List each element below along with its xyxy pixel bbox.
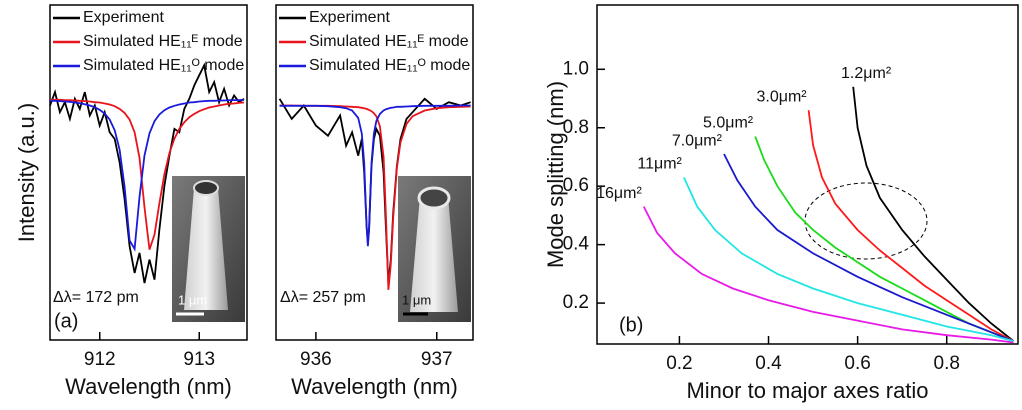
legend-label: Experiment — [309, 9, 390, 26]
annotation: Δλ= 172 pm — [53, 289, 139, 306]
x-tick-label: 937 — [421, 349, 453, 370]
annotation: 1 μm — [178, 292, 207, 307]
data-line — [723, 153, 1014, 342]
x-tick-label: 0.6 — [844, 353, 870, 374]
series-label: 7.0μm² — [672, 132, 723, 149]
legend-label: Simulated HE₁₁ᴼ mode — [309, 57, 470, 74]
inset-a — [172, 176, 245, 322]
legend-label: Experiment — [83, 9, 164, 26]
data-line — [852, 86, 1015, 342]
plot-frame — [275, 4, 474, 341]
y-axis-title: Intensity (a.u.) — [14, 103, 39, 242]
annotation: 1 μm — [402, 292, 431, 307]
legend-label: Simulated HE₁₁ᴱ mode — [309, 33, 469, 50]
plot-frame — [49, 4, 248, 341]
series-label: 1.2μm² — [841, 65, 892, 82]
data-line — [50, 98, 245, 252]
plot-frame — [596, 4, 1019, 345]
x-tick-label: 0.2 — [666, 353, 692, 374]
series-label: 5.0μm² — [703, 115, 754, 132]
data-line — [50, 98, 245, 250]
x-tick-label: 913 — [183, 349, 215, 370]
y-axis-title: Mode splitting (nm) — [543, 81, 568, 268]
x-axis-title: Wavelength (nm) — [291, 374, 458, 399]
legend-label: Simulated HE₁₁ᴼ mode — [83, 57, 244, 74]
x-tick-label: 0.4 — [755, 353, 782, 374]
legend-label: Simulated HE₁₁ᴱ mode — [83, 33, 243, 50]
y-tick-label: 0.4 — [563, 234, 590, 255]
panel-label: (b) — [619, 314, 643, 336]
highlight-ellipse — [804, 182, 928, 260]
series-label: 16μm² — [596, 185, 642, 202]
x-tick-label: 0.8 — [934, 353, 960, 374]
y-tick-label: 0.2 — [563, 292, 589, 313]
y-tick-label: 1.0 — [563, 58, 589, 79]
x-axis-title: Minor to major axes ratio — [686, 378, 928, 403]
data-line — [279, 104, 471, 247]
data-line — [278, 97, 471, 284]
annotation: Δλ= 257 pm — [280, 289, 366, 306]
data-line — [279, 104, 471, 290]
data-line — [642, 206, 1014, 344]
x-tick-label: 936 — [300, 349, 332, 370]
y-tick-label: 0.6 — [563, 175, 589, 196]
data-line — [683, 177, 1014, 342]
x-axis-title: Wavelength (nm) — [65, 374, 232, 399]
x-tick-label: 912 — [84, 349, 116, 370]
y-tick-label: 0.8 — [563, 117, 589, 138]
data-line — [807, 110, 1014, 342]
series-label: 3.0μm² — [756, 88, 807, 105]
panel-label: (a) — [54, 310, 78, 332]
inset-b — [398, 176, 471, 322]
series-label: 11μm² — [637, 156, 682, 173]
